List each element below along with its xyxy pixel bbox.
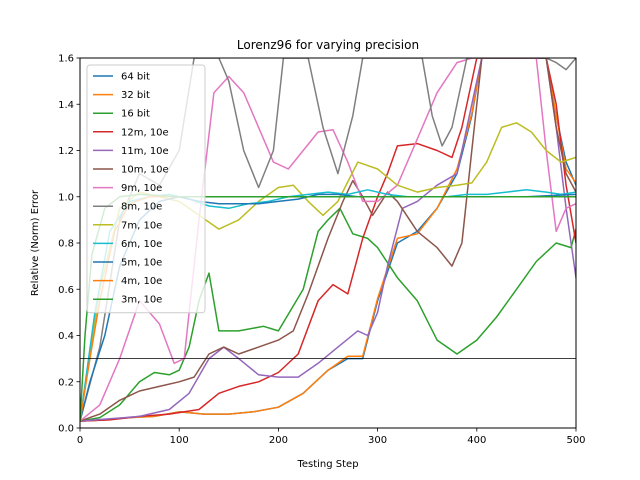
legend-label-11: 4m, 10e	[121, 276, 162, 287]
legend-box	[86, 64, 206, 314]
series-line-5	[80, 58, 576, 422]
x-tick-label: 0	[77, 435, 83, 446]
y-tick-label: 1.4	[58, 100, 74, 111]
x-tick-label: 200	[269, 435, 288, 446]
y-tick-label: 0.8	[58, 239, 74, 250]
legend-label-4: 11m, 10e	[121, 146, 169, 157]
legend-label-0: 64 bit	[121, 72, 150, 83]
series-line-6	[80, 58, 576, 422]
y-tick-label: 1.0	[58, 192, 74, 203]
y-tick-label: 0.6	[58, 285, 74, 296]
y-tick-label: 0.0	[58, 424, 74, 435]
x-tick-label: 300	[368, 435, 387, 446]
legend-label-2: 16 bit	[121, 109, 150, 120]
ticks-layer: 0 100 200 300 400 500 0.0 0.2 0.4 0.6 0.8 1.0 1.2 1.4…	[58, 54, 585, 447]
series-line-3	[80, 58, 576, 422]
y-tick-label: 0.2	[58, 377, 74, 388]
y-tick-label: 0.4	[58, 331, 74, 342]
series-line-4	[80, 58, 576, 422]
legend-label-10: 5m, 10e	[121, 258, 162, 269]
legend: 64 bit 32 bit 16 bit 12m, 10e 11m, 10e 10m, 1…	[86, 64, 206, 314]
legend-label-3: 12m, 10e	[121, 127, 169, 138]
legend-label-8: 7m, 10e	[121, 220, 162, 231]
chart-title: Lorenz96 for varying precision	[237, 38, 419, 52]
legend-label-6: 9m, 10e	[121, 183, 162, 194]
y-tick-label: 1.2	[58, 146, 74, 157]
y-axis-label: Relative (Norm) Error	[30, 189, 41, 296]
series-line-2	[80, 207, 576, 422]
y-tick-label: 1.6	[58, 54, 74, 65]
legend-label-1: 32 bit	[121, 90, 150, 101]
x-axis-label: Testing Step	[296, 459, 358, 470]
x-tick-label: 500	[566, 435, 585, 446]
legend-label-9: 6m, 10e	[121, 239, 162, 250]
x-tick-label: 400	[467, 435, 486, 446]
x-tick-label: 100	[170, 435, 189, 446]
legend-label-7: 8m, 10e	[121, 202, 162, 213]
legend-label-5: 10m, 10e	[121, 165, 169, 176]
legend-label-12: 3m, 10e	[121, 295, 162, 306]
